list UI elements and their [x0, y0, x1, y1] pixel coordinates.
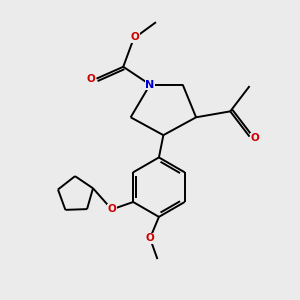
Text: O: O — [107, 204, 116, 214]
Text: O: O — [131, 32, 140, 42]
Text: N: N — [146, 80, 154, 90]
Text: O: O — [87, 74, 95, 84]
Text: O: O — [250, 133, 259, 143]
Text: O: O — [146, 233, 154, 243]
